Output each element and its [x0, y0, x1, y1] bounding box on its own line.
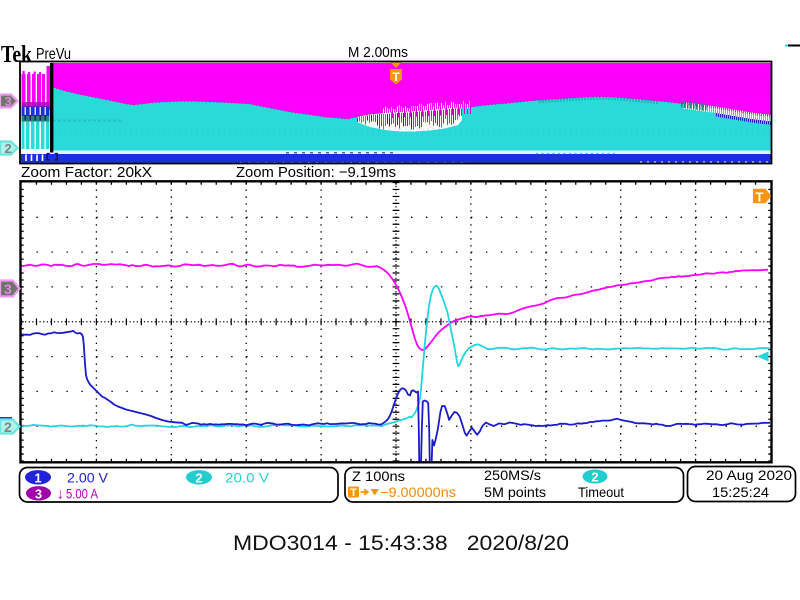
svg-text:3: 3: [35, 486, 42, 501]
svg-text:Zoom Position: −9.19ms: Zoom Position: −9.19ms: [236, 164, 396, 181]
svg-text:T: T: [392, 70, 400, 84]
svg-text:Timeout: Timeout: [578, 484, 624, 500]
svg-text:M 2.00ms: M 2.00ms: [348, 44, 408, 61]
svg-text:20 Aug 2020: 20 Aug 2020: [706, 467, 792, 483]
svg-text:2: 2: [591, 469, 598, 484]
svg-text:2: 2: [195, 470, 202, 485]
svg-text:250MS/s: 250MS/s: [484, 467, 541, 483]
svg-text:20.0 V: 20.0 V: [225, 470, 270, 486]
svg-text:−9.00000ns: −9.00000ns: [380, 484, 456, 500]
svg-text:Zoom Factor: 20kX: Zoom Factor: 20kX: [21, 164, 152, 181]
svg-text:2.00 V: 2.00 V: [67, 470, 109, 486]
svg-text:MDO3014 - 15:43:38 2020/8/20: MDO3014 - 15:43:38 2020/8/20: [233, 531, 569, 555]
svg-text:5.00 A: 5.00 A: [66, 486, 99, 502]
svg-text:T: T: [350, 487, 357, 499]
svg-text:T: T: [756, 190, 764, 205]
svg-text:15:25:24: 15:25:24: [712, 484, 769, 500]
svg-text:1: 1: [34, 470, 41, 485]
svg-text:3: 3: [5, 94, 12, 109]
svg-text:2: 2: [5, 141, 12, 156]
svg-text:5M points: 5M points: [484, 484, 546, 500]
svg-text:Z 100ns: Z 100ns: [352, 468, 405, 484]
svg-text:2: 2: [4, 419, 12, 435]
svg-text:↓: ↓: [57, 486, 65, 503]
svg-text:PreVu: PreVu: [36, 46, 71, 63]
svg-text:3: 3: [4, 281, 12, 297]
